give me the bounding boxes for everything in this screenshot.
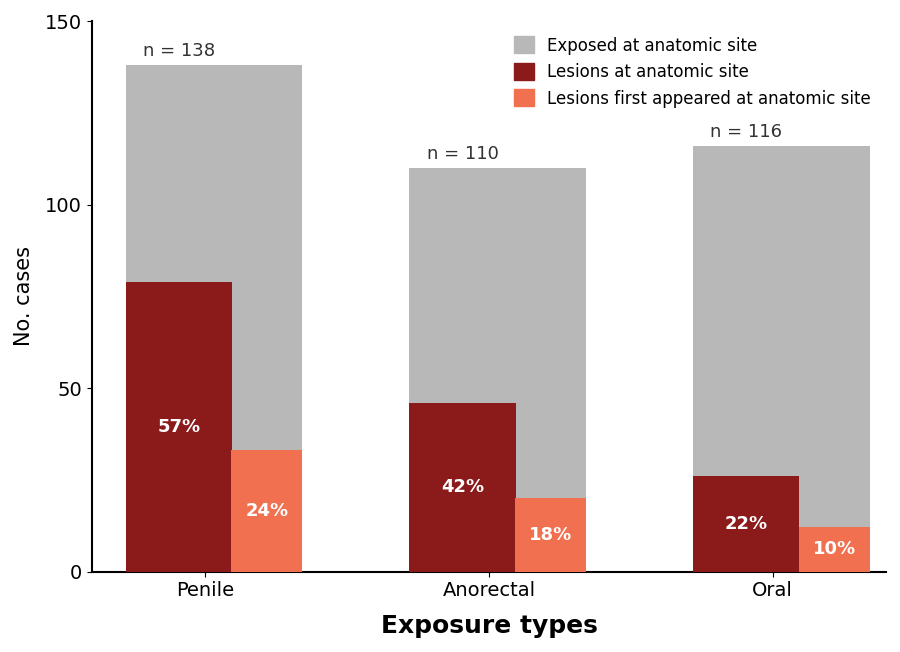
Bar [410, 168, 516, 572]
Bar [515, 168, 586, 572]
Bar [126, 282, 232, 572]
Text: 57%: 57% [158, 418, 201, 436]
Text: 18%: 18% [529, 526, 572, 544]
Y-axis label: No. cases: No. cases [14, 246, 34, 346]
Bar [231, 65, 302, 572]
Bar [410, 403, 516, 572]
Text: n = 138: n = 138 [143, 42, 215, 60]
X-axis label: Exposure types: Exposure types [381, 614, 598, 638]
Bar [693, 146, 799, 572]
Text: n = 110: n = 110 [427, 145, 499, 162]
Text: 42%: 42% [441, 478, 484, 496]
Bar [515, 498, 586, 572]
Bar [231, 451, 302, 572]
Bar [693, 476, 799, 572]
Bar [126, 65, 232, 572]
Bar [798, 146, 869, 572]
Text: 24%: 24% [246, 502, 288, 520]
Text: 10%: 10% [813, 541, 856, 559]
Bar [798, 527, 869, 572]
Text: n = 116: n = 116 [710, 123, 782, 141]
Bar [231, 451, 302, 572]
Legend: Exposed at anatomic site, Lesions at anatomic site, Lesions first appeared at an: Exposed at anatomic site, Lesions at ana… [508, 30, 878, 114]
Bar [798, 527, 869, 572]
Text: 22%: 22% [724, 515, 768, 533]
Bar [515, 498, 586, 572]
